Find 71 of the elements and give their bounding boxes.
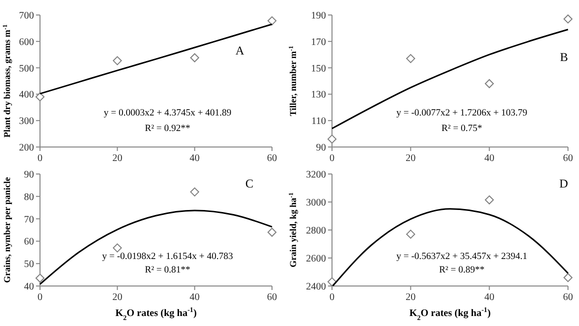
annotation: y = -0.0198x2 + 1.6154x + 40.783 — [102, 252, 234, 262]
x-tick-label: 0 — [38, 153, 42, 164]
point — [112, 243, 122, 252]
x-tick-label: 60 — [267, 153, 277, 164]
x-tick-label: 20 — [406, 292, 416, 303]
annotation: R² = 0.75* — [441, 124, 482, 134]
y-tick-label: 2600 — [306, 254, 326, 264]
x-tick-label: 40 — [484, 292, 494, 303]
annotation: D — [559, 176, 568, 190]
line-series — [331, 28, 569, 130]
y-tick-label: 3000 — [306, 198, 326, 208]
x-tick-label: 60 — [267, 292, 277, 303]
y-tick-label: 2400 — [306, 282, 326, 292]
y-tick-label: 150 — [311, 63, 326, 74]
point — [268, 228, 276, 237]
point — [564, 14, 572, 24]
x-tick-label: 40 — [190, 153, 200, 164]
y-tick-label: 110 — [311, 116, 326, 128]
x-tick-label: 0 — [330, 153, 334, 164]
y-tick-label: 200 — [19, 142, 34, 154]
y-tick-label: 90 — [316, 142, 326, 154]
x-tick-label: 0 — [330, 292, 334, 303]
y-tick-label: 3200 — [306, 170, 326, 180]
x-tick-label: 40 — [190, 292, 200, 303]
point — [564, 273, 572, 282]
x-tick-label: 20 — [112, 292, 122, 303]
annotation: y = -0.0077x2 + 1.7206x + 103.79 — [396, 108, 528, 118]
x-tick-label: 20 — [112, 153, 122, 164]
y-tick-label: 2800 — [306, 226, 326, 236]
x-tick-label: 40 — [484, 153, 494, 164]
point — [268, 16, 276, 26]
point — [406, 54, 416, 64]
y-tick-label: 90 — [24, 170, 34, 180]
x-axis-title: K$_{2}$O rates (kg ha$^{-1}$) — [409, 306, 491, 322]
x-axis-title: K$_{2}$O rates (kg ha$^{-1}$) — [115, 306, 197, 322]
x-tick-label: 0 — [38, 292, 42, 303]
point — [406, 230, 416, 239]
annotation: A — [235, 44, 244, 58]
y-tick-label: 60 — [24, 236, 34, 248]
point — [328, 277, 336, 286]
point — [190, 53, 200, 62]
y-tick-label: 40 — [24, 282, 34, 292]
y-tick-label: 700 — [19, 10, 34, 22]
y-tick-label: 600 — [19, 36, 34, 48]
annotation: B — [560, 50, 568, 64]
point — [328, 134, 336, 144]
point — [36, 92, 44, 102]
y-tick-label: 80 — [24, 192, 34, 203]
y-tick-label: 170 — [311, 36, 326, 48]
y-tick-label: 70 — [24, 214, 34, 226]
x-tick-label: 60 — [563, 153, 573, 164]
point — [484, 195, 494, 204]
y-tick-label: 400 — [19, 90, 34, 101]
annotation: R² = 0.92** — [144, 124, 191, 134]
point — [190, 187, 200, 196]
point — [36, 274, 44, 283]
y-tick-label: 190 — [311, 10, 326, 22]
y-axis-title: Grains, nymber per panicle — [2, 177, 12, 283]
x-tick-label: 20 — [406, 153, 416, 164]
point — [484, 79, 494, 88]
annotation: R² = 0.89** — [439, 266, 485, 276]
point — [112, 56, 122, 66]
y-tick-label: 50 — [24, 259, 34, 270]
annotation: y = -0.5637x2 + 35.457x + 2394.1 — [396, 252, 528, 262]
y-tick-label: 130 — [311, 90, 326, 101]
y-tick-label: 300 — [19, 116, 34, 128]
annotation: C — [245, 176, 254, 190]
annotation: y = 0.0003x2 + 4.3745x + 401.89 — [104, 108, 232, 118]
y-tick-label: 500 — [19, 63, 34, 74]
annotation: R² = 0.81** — [144, 266, 191, 276]
x-tick-label: 60 — [563, 292, 573, 303]
